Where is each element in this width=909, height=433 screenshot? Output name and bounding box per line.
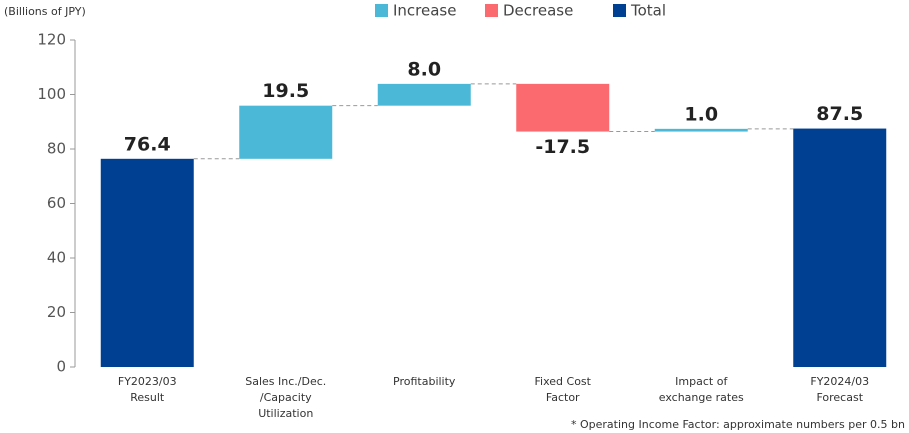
legend-swatch: [485, 4, 498, 17]
x-tick-label: FY2023/03: [118, 375, 177, 388]
bar: [516, 83, 610, 132]
bar: [377, 83, 471, 106]
x-tick-label: Utilization: [258, 407, 313, 420]
bar: [654, 128, 748, 132]
value-label: 87.5: [816, 103, 863, 125]
x-tick-label: Result: [130, 391, 165, 404]
value-label: -17.5: [535, 136, 590, 158]
x-tick-label: exchange rates: [659, 391, 744, 404]
y-tick-label: 120: [37, 31, 66, 49]
y-unit: (Billions of JPY): [4, 5, 86, 18]
x-tick-label: Forecast: [816, 391, 863, 404]
x-tick-label: Fixed Cost: [535, 375, 592, 388]
value-label: 76.4: [124, 133, 171, 155]
bar: [793, 128, 887, 367]
x-tick-label: /Capacity: [260, 391, 312, 404]
y-tick-label: 40: [47, 249, 66, 267]
x-tick-label: Factor: [546, 391, 580, 404]
legend-label: Total: [630, 2, 666, 20]
legend-label: Increase: [393, 2, 456, 20]
value-label: 1.0: [684, 103, 718, 125]
x-tick-label: Sales Inc./Dec.: [245, 375, 326, 388]
y-tick-label: 80: [47, 140, 66, 158]
x-tick-label: Impact of: [675, 375, 728, 388]
y-tick-label: 60: [47, 194, 66, 212]
footnote: * Operating Income Factor: approximate n…: [571, 418, 905, 431]
x-tick-label: Profitability: [393, 375, 456, 388]
y-tick-label: 0: [56, 358, 66, 376]
x-tick-label: FY2024/03: [810, 375, 869, 388]
legend-swatch: [613, 4, 626, 17]
bar: [100, 158, 194, 367]
legend-swatch: [375, 4, 388, 17]
legend-label: Decrease: [503, 2, 573, 20]
value-label: 19.5: [262, 80, 309, 102]
bar: [239, 105, 333, 159]
y-tick-label: 20: [47, 303, 66, 321]
value-label: 8.0: [407, 58, 441, 80]
y-tick-label: 100: [37, 85, 66, 103]
